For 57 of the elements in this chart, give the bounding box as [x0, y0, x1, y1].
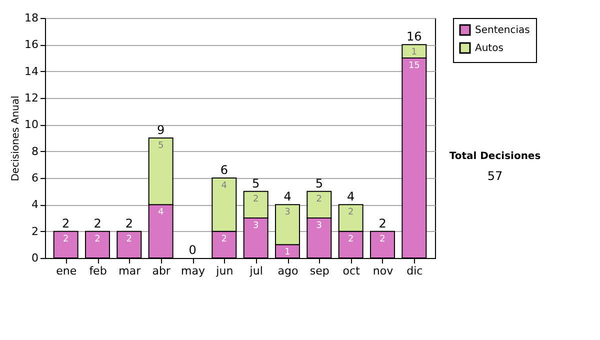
text: 57 [487, 169, 503, 183]
y-tick-label: 0 [32, 252, 38, 264]
total-label: 2 [378, 216, 386, 230]
data-label: 3 [252, 221, 259, 231]
data-label: 4 [221, 181, 228, 191]
data-label: 4 [158, 208, 164, 218]
total-label: 16 [406, 30, 422, 44]
total-label: 4 [284, 190, 292, 204]
y-tick-label: 12 [24, 92, 38, 104]
data-label: 2 [221, 234, 228, 244]
data-label: 2 [252, 194, 259, 204]
data-label: 2 [316, 194, 322, 204]
data-label: 2 [348, 234, 354, 244]
legend-label: Autos [475, 43, 504, 54]
total-label: 2 [62, 216, 70, 230]
total-label: 0 [188, 243, 196, 257]
y-tick-label: 8 [32, 144, 38, 158]
data-label: 2 [126, 234, 132, 244]
total-label: 4 [347, 190, 355, 204]
legend-label: Sentencias [475, 25, 530, 36]
y-tick-label: 2 [32, 224, 38, 238]
total-label: 2 [94, 216, 102, 230]
y-tick-label: 18 [24, 12, 38, 24]
data-label: 5 [158, 141, 164, 151]
x-tick-label: jul [248, 264, 263, 278]
data-label: 1 [284, 248, 290, 258]
data-label: 1 [411, 48, 418, 58]
data-label: 2 [62, 234, 69, 244]
x-tick-label: sep [310, 264, 330, 278]
x-tick-label: oct [342, 264, 361, 278]
x-tick-label: may [181, 264, 206, 278]
x-tick-label: ene [56, 264, 77, 278]
total-label: 5 [252, 176, 260, 190]
total-label: 5 [315, 176, 323, 190]
y-tick-label: 10 [24, 118, 38, 132]
data-label: 3 [284, 208, 290, 218]
x-tick-label: ago [278, 264, 298, 278]
x-tick-label: mar [118, 264, 142, 278]
x-tick-label: nov [372, 264, 394, 278]
y-tick-label: 6 [32, 172, 38, 184]
data-label: 2 [380, 234, 386, 244]
data-label: 3 [316, 221, 322, 231]
y-axis-title: Decisiones Anual [10, 96, 22, 182]
text: Total Decisiones [449, 151, 541, 162]
total-label: 2 [125, 216, 133, 230]
data-label: 2 [348, 208, 354, 218]
y-tick-label: 16 [24, 38, 38, 52]
total-label: 9 [157, 123, 165, 137]
x-tick-label: abr [152, 264, 171, 278]
data-label: 2 [94, 234, 100, 244]
x-tick-label: feb [89, 264, 107, 278]
data-label: 15 [408, 61, 420, 71]
x-tick-label: jun [215, 264, 234, 278]
y-tick-label: 14 [24, 64, 38, 78]
y-tick-label: 4 [32, 198, 38, 212]
x-tick-label: dic [406, 264, 423, 278]
total-label: 6 [220, 163, 228, 177]
